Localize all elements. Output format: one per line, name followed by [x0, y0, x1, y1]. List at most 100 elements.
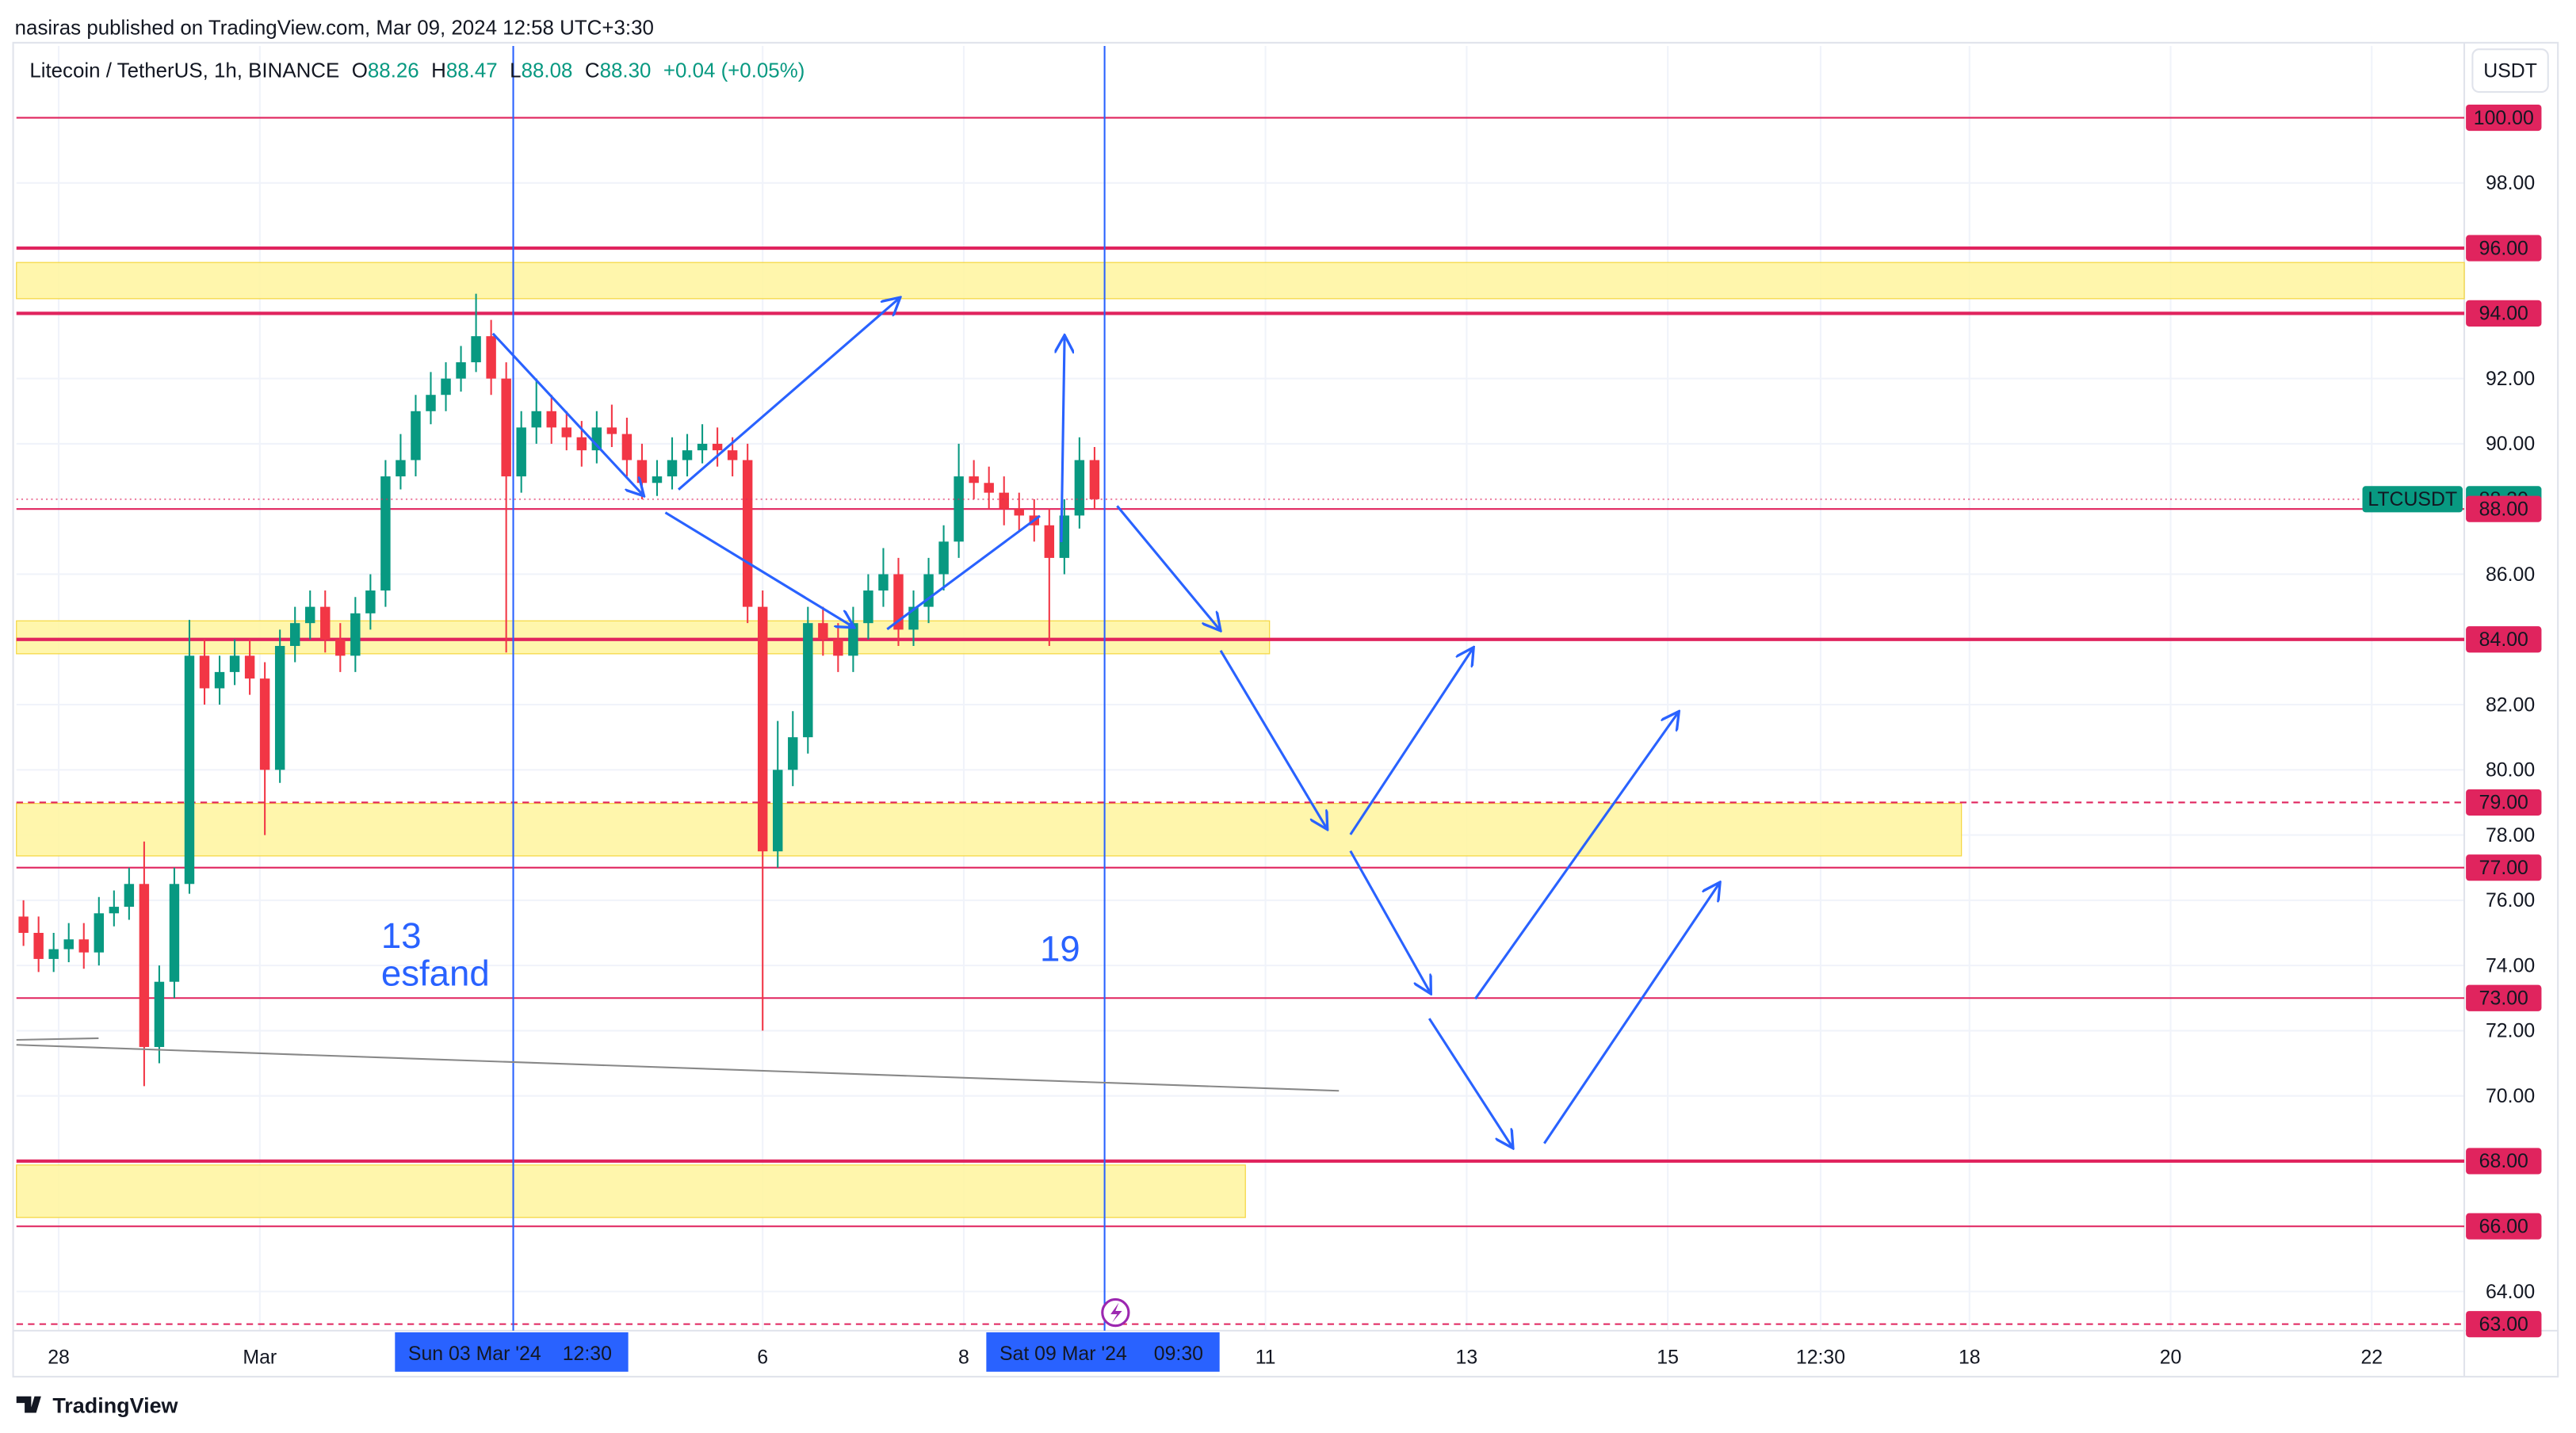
symbol: Litecoin / TetherUS, 1h, BINANCE — [29, 59, 339, 82]
candle-body — [411, 411, 421, 460]
y-tick-label: 98.00 — [2486, 172, 2535, 194]
arrow — [678, 297, 900, 491]
y-tick-label: 72.00 — [2486, 1020, 2535, 1042]
candle-body — [546, 411, 556, 428]
candle-body — [969, 476, 979, 483]
y-tick-label: 90.00 — [2486, 433, 2535, 455]
level-tag — [2466, 626, 2542, 653]
event-icon-bolt — [1110, 1302, 1122, 1323]
candle-body — [426, 395, 436, 411]
ohlc-key: C — [585, 59, 600, 82]
level-tag — [2466, 854, 2542, 881]
level-tag-label: 63.00 — [2479, 1313, 2528, 1336]
y-tick-label: 70.00 — [2486, 1085, 2535, 1107]
arrow-line — [886, 514, 1041, 631]
candle-body — [682, 450, 693, 460]
candle-body — [154, 981, 165, 1047]
x-tick-label: 18 — [1959, 1346, 1981, 1368]
candle-body — [48, 949, 59, 959]
level-tag — [2466, 300, 2542, 327]
candle-body — [289, 623, 300, 646]
publish-info: nasiras published on TradingView.com, Ma… — [15, 17, 654, 40]
trend-line — [16, 1037, 99, 1041]
time-marker-tag — [986, 1332, 1220, 1372]
candle-body — [214, 671, 225, 689]
candle-body — [606, 427, 617, 434]
time-marker-time: 09:30 — [1154, 1343, 1203, 1365]
candle-body — [78, 939, 89, 953]
level-tag-label: 94.00 — [2479, 303, 2528, 325]
candle-body — [305, 606, 315, 624]
candle-body — [501, 378, 511, 477]
ticker-tag — [2362, 486, 2463, 513]
level-tag — [2466, 1311, 2542, 1338]
trend-line — [16, 1044, 1340, 1092]
time-marker-time: 12:30 — [563, 1343, 612, 1365]
y-tick-label: 78.00 — [2486, 824, 2535, 846]
candle-body — [531, 411, 541, 428]
candle-body — [652, 476, 663, 483]
candle-body — [1074, 460, 1085, 516]
candle-body — [456, 362, 466, 379]
ohlc-key: O — [352, 59, 368, 82]
ohlc-key: H — [431, 59, 446, 82]
candle-body — [576, 437, 587, 451]
level-tag-label: 84.00 — [2479, 629, 2528, 651]
candle-body — [727, 450, 738, 460]
candle-body — [516, 427, 526, 477]
candle-body — [893, 574, 904, 630]
candle-body — [803, 623, 813, 738]
candle-body — [833, 639, 843, 656]
zone — [16, 1164, 1246, 1218]
candle-body — [169, 884, 180, 982]
candle-body — [396, 460, 406, 477]
x-tick-label: 15 — [1657, 1346, 1679, 1368]
x-tick-label: 6 — [757, 1346, 768, 1368]
ohlc-value: 88.47 — [446, 59, 498, 82]
candle-body — [757, 606, 768, 852]
candle-body — [365, 590, 376, 613]
drawings — [16, 297, 1720, 1148]
brand-logo — [16, 1396, 41, 1413]
candle-body — [1089, 460, 1100, 499]
candle-body — [621, 434, 633, 460]
level-tag-label: 79.00 — [2479, 792, 2528, 814]
candle-body — [954, 476, 964, 542]
candle-body — [94, 913, 105, 953]
y-tick-label: 80.00 — [2486, 759, 2535, 781]
level-tag — [2466, 1213, 2542, 1240]
level-tag — [2466, 235, 2542, 262]
candle-body — [229, 655, 240, 672]
level-tag — [2466, 1148, 2542, 1175]
candle-body — [773, 770, 783, 852]
candle-body — [199, 655, 210, 689]
legend: Litecoin / TetherUS, 1h, BINANCE O88.26 … — [29, 59, 805, 82]
candle-body — [109, 907, 120, 914]
arrow — [1061, 335, 1064, 543]
zone — [16, 262, 2465, 300]
candle-body — [923, 574, 934, 607]
candle-body — [667, 460, 678, 477]
y-tick-label: 82.00 — [2486, 694, 2535, 716]
level-tag — [2466, 984, 2542, 1011]
level-tag-label: 66.00 — [2479, 1216, 2528, 1238]
currency-box — [2471, 48, 2549, 94]
candle-body — [441, 378, 451, 396]
candle-body — [335, 639, 346, 656]
y-tick-label: 74.00 — [2486, 954, 2535, 976]
candle-body — [1044, 525, 1055, 558]
x-tick-label: 22 — [2360, 1346, 2383, 1368]
ticker: LTCUSDT — [2368, 488, 2457, 510]
candle-body — [697, 443, 708, 451]
ohlc-value: 88.08 — [522, 59, 573, 82]
candle-body — [274, 645, 285, 770]
candle-body — [320, 606, 331, 640]
candle-body — [878, 574, 889, 591]
change: +0.04 (+0.05%) — [663, 59, 805, 82]
annotation: 13 — [381, 915, 422, 956]
x-tick-label: 20 — [2160, 1346, 2182, 1368]
candle-body — [788, 737, 798, 770]
